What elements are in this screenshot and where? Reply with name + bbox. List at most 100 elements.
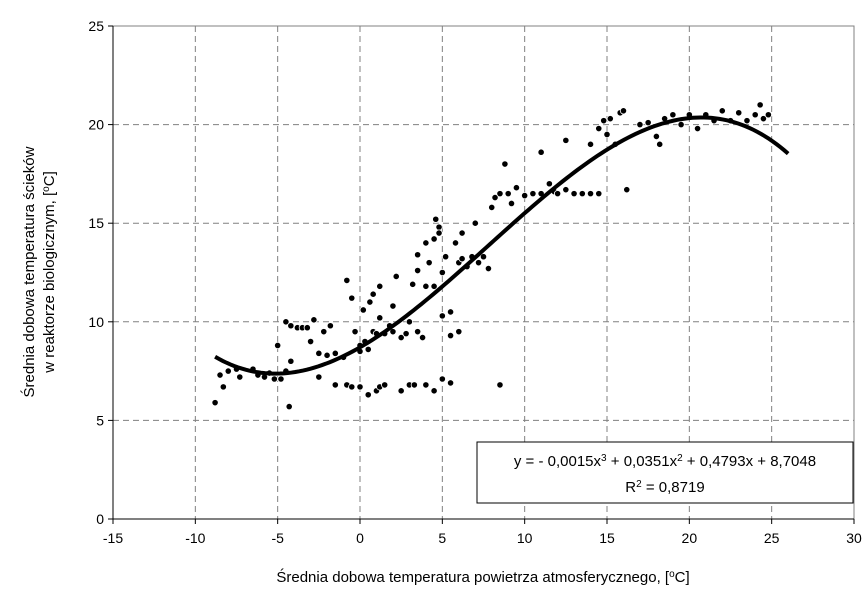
data-point — [376, 314, 384, 322]
data-point — [356, 383, 364, 391]
data-point — [323, 351, 331, 359]
data-point — [496, 381, 504, 389]
data-point — [474, 259, 483, 267]
data-point — [446, 308, 455, 316]
data-point — [414, 266, 422, 275]
data-point — [619, 107, 628, 115]
y-axis-label-line2: w reaktorze biologicznym, [oC] — [41, 171, 59, 373]
data-point — [595, 124, 603, 133]
plot-area — [112, 25, 855, 520]
data-point — [331, 349, 339, 357]
data-point — [422, 239, 430, 247]
data-point — [432, 215, 440, 223]
data-point — [430, 235, 438, 243]
x-tick-label: 30 — [846, 530, 862, 546]
data-point — [743, 117, 751, 125]
data-point — [451, 239, 460, 247]
data-point — [331, 381, 339, 389]
data-point — [306, 337, 315, 346]
data-point — [364, 391, 372, 399]
data-point — [430, 282, 438, 290]
data-point — [409, 280, 417, 288]
data-point — [422, 381, 430, 389]
data-point — [578, 190, 586, 198]
data-point — [397, 387, 405, 395]
data-point — [537, 148, 545, 156]
data-point — [586, 140, 595, 148]
data-point — [446, 379, 455, 387]
x-tick-label: -10 — [185, 530, 205, 546]
data-point — [430, 387, 438, 395]
data-point — [397, 333, 405, 342]
equation-box: y = - 0,0015x3 + 0,0351x2 + 0,4793x + 8,… — [476, 441, 854, 504]
data-point — [570, 190, 578, 198]
data-point — [274, 341, 282, 350]
data-point — [562, 186, 570, 194]
data-point — [422, 282, 430, 290]
data-point — [410, 381, 418, 389]
data-point — [414, 251, 422, 259]
r-squared: R2 = 0,8719 — [625, 479, 704, 497]
data-point — [351, 328, 359, 336]
y-tick-label: 0 — [96, 511, 104, 527]
data-point — [438, 268, 446, 277]
data-point — [586, 190, 595, 198]
data-point — [343, 276, 351, 284]
data-point — [216, 371, 224, 379]
x-tick-label: 15 — [599, 530, 615, 546]
data-point — [435, 229, 443, 237]
data-point — [636, 121, 644, 129]
data-point — [600, 117, 608, 125]
data-point — [315, 349, 323, 357]
x-tick-label: -5 — [271, 530, 284, 546]
data-point — [405, 318, 413, 326]
data-point — [458, 229, 466, 237]
data-point — [376, 282, 384, 290]
data-point — [369, 290, 377, 298]
data-point — [277, 375, 285, 383]
data-point — [366, 298, 374, 306]
data-point — [521, 191, 529, 200]
data-point — [364, 345, 372, 354]
data-point — [484, 264, 493, 273]
data-point — [553, 190, 562, 198]
data-point — [438, 312, 446, 320]
data-point — [455, 328, 463, 336]
data-point — [759, 115, 768, 123]
data-point — [512, 184, 521, 192]
data-point — [359, 306, 367, 314]
data-point — [595, 190, 603, 198]
data-point — [488, 203, 496, 212]
x-tick-label: 5 — [438, 530, 446, 546]
data-point — [504, 190, 512, 198]
gridlines — [113, 26, 854, 519]
data-point — [735, 109, 743, 117]
y-axis-ticks: 0 5 10 15 20 25 — [88, 18, 113, 527]
x-tick-label: 25 — [764, 530, 780, 546]
data-point — [414, 328, 422, 336]
y-tick-label: 25 — [88, 18, 104, 34]
data-point — [438, 375, 446, 383]
x-axis-ticks: -15 -10 -5 0 5 10 15 20 25 30 — [103, 519, 862, 546]
data-point — [315, 373, 323, 381]
x-tick-label: 10 — [517, 530, 533, 546]
data-point — [606, 115, 614, 123]
data-point — [211, 399, 219, 407]
data-point — [270, 375, 278, 383]
data-point — [652, 132, 661, 141]
y-tick-label: 20 — [88, 117, 104, 133]
data-point — [285, 402, 293, 411]
data-point — [562, 136, 570, 144]
data-point — [389, 328, 397, 336]
data-point — [669, 111, 677, 119]
data-point — [348, 383, 356, 391]
data-point — [392, 272, 400, 281]
data-point — [381, 381, 389, 389]
trendline-equation: y = - 0,0015x3 + 0,0351x2 + 0,4793x + 8,… — [514, 453, 816, 471]
data-point — [751, 111, 759, 119]
data-point — [603, 130, 611, 139]
data-point — [501, 160, 509, 168]
data-point — [764, 111, 772, 119]
data-point — [236, 373, 244, 381]
data-point — [507, 199, 516, 208]
